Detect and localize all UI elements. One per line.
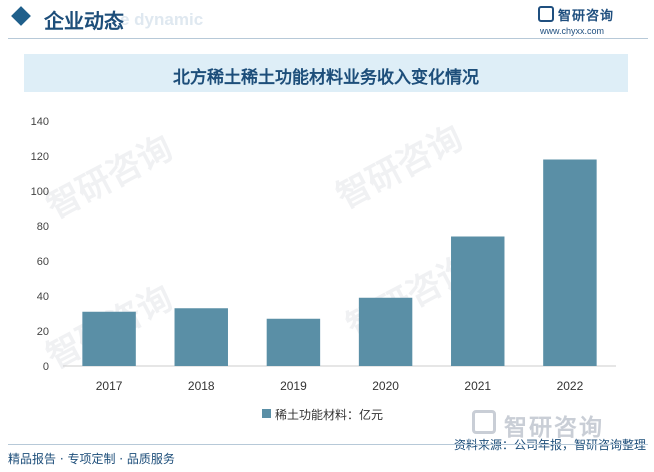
header-title: 企业动态	[44, 9, 124, 33]
y-tick-label: 140	[31, 116, 49, 128]
y-tick-label: 0	[43, 361, 49, 373]
source-note: 资料来源：公司年报，智研咨询整理	[453, 438, 646, 452]
header-divider	[8, 38, 648, 39]
legend-label: 稀土功能材料：亿元	[275, 408, 384, 422]
legend-swatch	[262, 409, 271, 418]
header-subtitle: e dynamic	[120, 10, 204, 29]
bars	[82, 159, 597, 366]
chart-title-band: 北方稀土稀土功能材料业务收入变化情况	[24, 54, 628, 92]
brand-name: 智研咨询	[558, 9, 615, 24]
x-tick-label: 2021	[464, 379, 491, 393]
brand-logo: 智研咨询 www.chyxx.com	[538, 4, 638, 36]
y-tick-label: 100	[31, 186, 49, 198]
brand-url: www.chyxx.com	[540, 26, 605, 36]
x-axis-ticks: 2017 2018 2019 2020 2021 2022	[96, 379, 584, 393]
y-tick-label: 60	[37, 256, 49, 268]
footer-slogan: 精品报告 · 专项定制 · 品质服务	[8, 452, 175, 466]
bar-2022	[543, 159, 597, 366]
bottom-logo-icon	[472, 410, 496, 434]
x-tick-label: 2018	[188, 379, 215, 393]
y-tick-label: 40	[37, 291, 49, 303]
x-tick-label: 2020	[372, 379, 399, 393]
bottom-brand-name: 智研咨询	[504, 415, 604, 441]
x-tick-label: 2022	[557, 379, 584, 393]
x-tick-label: 2017	[96, 379, 123, 393]
y-tick-label: 80	[37, 221, 49, 233]
y-axis-ticks: 0 20 40 60 80 100 120 140	[31, 116, 49, 373]
bar-2020	[358, 297, 413, 366]
bar-2018	[174, 308, 228, 366]
y-tick-label: 20	[37, 326, 49, 338]
bottom-brand-logo: 智研咨询	[472, 408, 640, 441]
brand-logo-icon	[538, 6, 554, 22]
page-header: e dynamic 企业动态 智研咨询 www.chyxx.com	[0, 0, 654, 40]
bar-2019	[266, 318, 321, 366]
bar-2017	[82, 311, 136, 366]
x-tick-label: 2019	[280, 379, 307, 393]
bar-2021	[451, 236, 505, 366]
y-tick-label: 120	[31, 151, 49, 163]
footer-divider	[8, 444, 648, 445]
chart-title: 北方稀土稀土功能材料业务收入变化情况	[173, 68, 479, 88]
